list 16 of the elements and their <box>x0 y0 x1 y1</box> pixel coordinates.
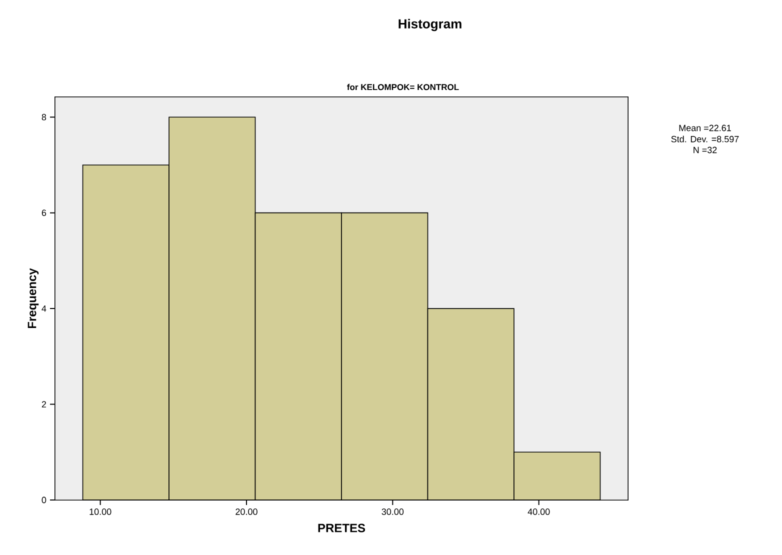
y-axis-title: Frequency <box>28 268 39 328</box>
chart-subtitle: for KELOMPOK= KONTROL <box>347 84 459 90</box>
x-tick-label: 30.00 <box>382 508 404 515</box>
x-axis-title: PRETES <box>318 524 366 532</box>
text: N =32 <box>694 146 717 154</box>
y-tick-label: 6 <box>42 210 46 216</box>
y-tick-label: 2 <box>42 401 46 408</box>
x-tick-label: 40.00 <box>528 508 550 515</box>
x-tick-label: 20.00 <box>236 508 258 515</box>
y-tick-label: 4 <box>42 305 46 312</box>
x-tick-label: 10.00 <box>90 508 112 515</box>
y-tick-label: 8 <box>42 114 46 120</box>
text: Std. Dev. =8.597 <box>671 136 739 142</box>
y-tick-label: 0 <box>42 496 46 504</box>
text: Mean =22.61 <box>679 124 731 132</box>
chart-title: Histogram <box>398 18 462 32</box>
